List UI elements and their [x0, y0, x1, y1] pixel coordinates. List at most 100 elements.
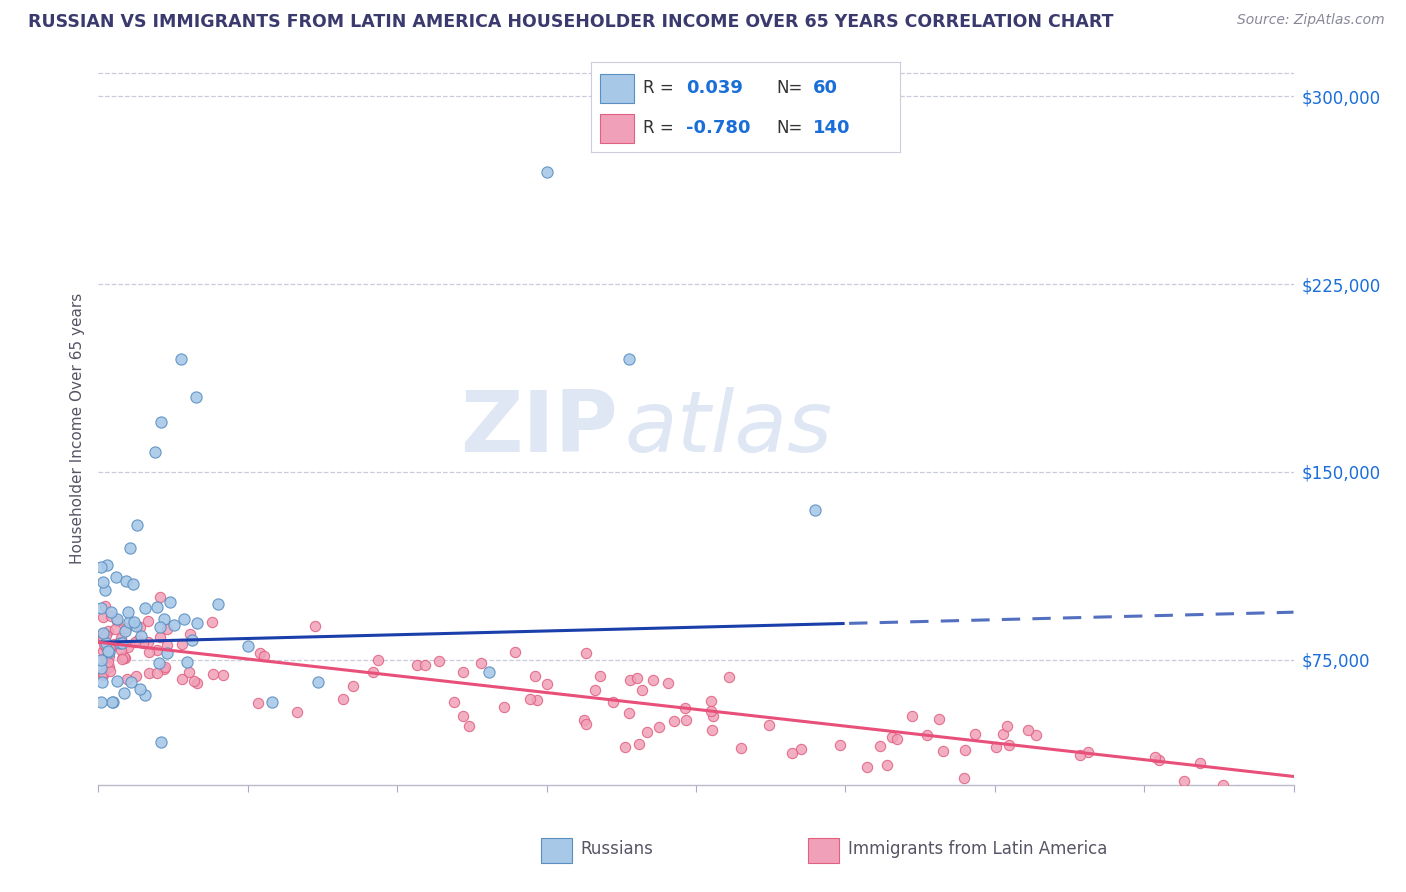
- Point: [136, 635, 159, 649]
- Point: [153, 662, 176, 676]
- Point: [856, 760, 879, 774]
- Point: [1147, 753, 1170, 767]
- Point: [181, 632, 204, 647]
- Point: [526, 693, 548, 707]
- Point: [675, 713, 697, 727]
- Point: [156, 622, 179, 636]
- Point: [97, 624, 120, 639]
- Point: [100, 695, 122, 709]
- Point: [179, 627, 201, 641]
- Point: [91, 667, 114, 681]
- Point: [114, 624, 136, 638]
- Point: [790, 742, 813, 756]
- Point: [415, 657, 437, 672]
- Point: [536, 677, 558, 691]
- Point: [118, 541, 141, 555]
- Point: [94, 582, 117, 597]
- Point: [100, 605, 122, 619]
- Point: [1017, 723, 1039, 738]
- Point: [1212, 778, 1234, 792]
- Point: [249, 646, 271, 660]
- Point: [702, 709, 724, 723]
- Point: [94, 636, 117, 650]
- Point: [699, 704, 721, 718]
- Point: [662, 714, 685, 729]
- Point: [758, 718, 780, 732]
- Point: [588, 669, 610, 683]
- Point: [125, 668, 148, 682]
- Point: [90, 695, 112, 709]
- Point: [212, 668, 235, 682]
- Text: atlas: atlas: [624, 386, 832, 470]
- Point: [1201, 787, 1223, 801]
- Point: [260, 695, 283, 709]
- Point: [1227, 783, 1250, 797]
- Point: [115, 621, 138, 635]
- Point: [1195, 790, 1218, 805]
- Point: [91, 630, 114, 644]
- Point: [207, 597, 229, 611]
- Point: [186, 616, 208, 631]
- Point: [125, 619, 148, 633]
- Point: [953, 771, 976, 785]
- Point: [105, 674, 128, 689]
- Point: [657, 676, 679, 690]
- Point: [183, 674, 205, 689]
- Point: [613, 739, 636, 754]
- Point: [125, 517, 148, 532]
- Point: [1077, 745, 1099, 759]
- Point: [93, 639, 115, 653]
- Point: [146, 666, 169, 681]
- Point: [575, 646, 598, 660]
- Point: [134, 688, 156, 702]
- Point: [619, 673, 641, 687]
- Point: [201, 615, 224, 629]
- Point: [953, 742, 976, 756]
- Text: ZIP: ZIP: [461, 386, 619, 470]
- Point: [869, 739, 891, 753]
- Point: [128, 682, 150, 697]
- Point: [108, 636, 131, 650]
- Point: [429, 654, 451, 668]
- Point: [98, 659, 121, 673]
- Point: [150, 415, 173, 429]
- Point: [995, 719, 1018, 733]
- Point: [112, 650, 135, 665]
- Point: [149, 590, 172, 604]
- Point: [114, 651, 136, 665]
- Point: [478, 665, 501, 679]
- Point: [122, 576, 145, 591]
- Point: [94, 628, 117, 642]
- Point: [307, 675, 329, 690]
- Point: [602, 695, 624, 709]
- Point: [134, 600, 156, 615]
- Point: [120, 674, 142, 689]
- Point: [148, 657, 170, 671]
- Point: [94, 651, 117, 665]
- Point: [145, 600, 167, 615]
- Point: [91, 644, 114, 658]
- Point: [631, 682, 654, 697]
- Point: [173, 612, 195, 626]
- Point: [361, 665, 384, 680]
- Point: [492, 699, 515, 714]
- Point: [170, 672, 193, 686]
- Point: [112, 685, 135, 699]
- Point: [932, 744, 955, 758]
- Text: Immigrants from Latin America: Immigrants from Latin America: [848, 840, 1107, 858]
- Point: [700, 723, 723, 738]
- Point: [93, 625, 115, 640]
- Point: [1173, 774, 1195, 789]
- Point: [150, 735, 173, 749]
- Bar: [600, 114, 634, 143]
- Point: [100, 608, 122, 623]
- Point: [253, 648, 276, 663]
- Point: [96, 643, 118, 657]
- Point: [641, 673, 664, 687]
- Point: [118, 615, 141, 629]
- Point: [991, 727, 1014, 741]
- Point: [928, 712, 950, 726]
- Point: [156, 646, 179, 660]
- Point: [287, 705, 309, 719]
- Text: 0.039: 0.039: [686, 79, 744, 97]
